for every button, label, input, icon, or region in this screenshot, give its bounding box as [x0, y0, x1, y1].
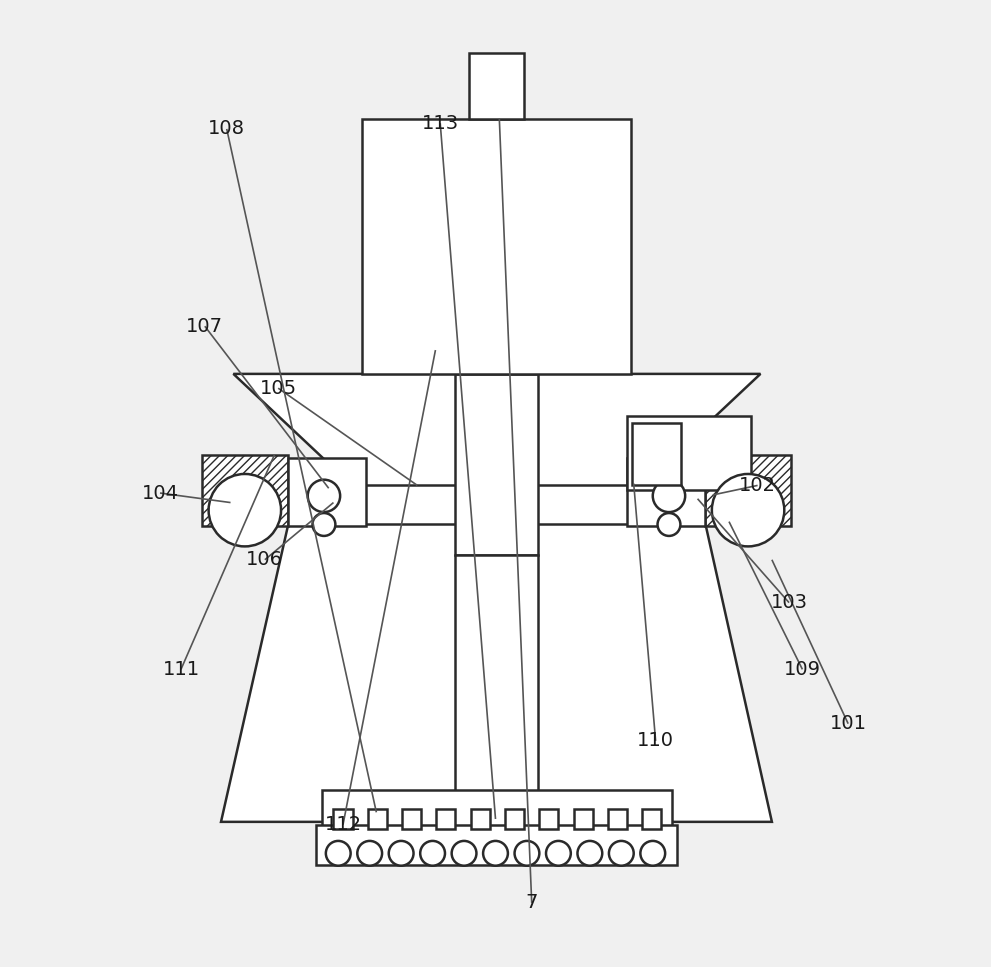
Bar [574, 809, 593, 829]
Circle shape [358, 841, 383, 865]
Bar [505, 809, 524, 829]
Text: 104: 104 [142, 484, 178, 503]
Text: 110: 110 [637, 731, 674, 750]
Bar [706, 454, 791, 526]
Text: 108: 108 [208, 120, 245, 138]
Circle shape [546, 841, 571, 865]
Bar [402, 809, 421, 829]
Polygon shape [221, 493, 772, 822]
Text: 105: 105 [260, 379, 296, 397]
Text: 101: 101 [829, 715, 867, 733]
Circle shape [209, 474, 281, 546]
Circle shape [420, 841, 445, 865]
Text: 113: 113 [421, 114, 459, 132]
Bar [362, 119, 631, 374]
Bar [283, 485, 710, 523]
Circle shape [640, 841, 665, 865]
Polygon shape [234, 374, 760, 493]
Bar [202, 454, 287, 526]
Circle shape [514, 841, 539, 865]
Bar [322, 790, 672, 829]
Text: 107: 107 [186, 317, 223, 336]
Circle shape [658, 513, 681, 536]
Circle shape [712, 474, 784, 546]
Text: 106: 106 [247, 550, 283, 570]
Text: 102: 102 [739, 476, 776, 495]
Circle shape [653, 480, 685, 513]
Text: 112: 112 [324, 815, 362, 835]
Text: 111: 111 [163, 659, 199, 679]
Circle shape [483, 841, 508, 865]
Circle shape [388, 841, 413, 865]
Bar [316, 825, 677, 864]
Bar [642, 809, 661, 829]
Circle shape [608, 841, 633, 865]
Circle shape [326, 841, 351, 865]
Bar [607, 809, 627, 829]
Bar [539, 809, 558, 829]
Bar [471, 809, 490, 829]
Text: 103: 103 [771, 593, 808, 612]
Bar [455, 555, 538, 822]
Bar [632, 424, 682, 485]
Text: 7: 7 [525, 894, 538, 913]
Bar [287, 457, 366, 526]
Circle shape [312, 513, 335, 536]
Circle shape [578, 841, 603, 865]
Circle shape [308, 480, 340, 513]
Bar [455, 374, 538, 555]
Bar [627, 416, 751, 490]
Bar [627, 457, 706, 526]
Bar [436, 809, 456, 829]
Circle shape [452, 841, 477, 865]
Text: 109: 109 [784, 659, 821, 679]
Bar [368, 809, 386, 829]
Bar [333, 809, 353, 829]
Bar [469, 52, 524, 119]
